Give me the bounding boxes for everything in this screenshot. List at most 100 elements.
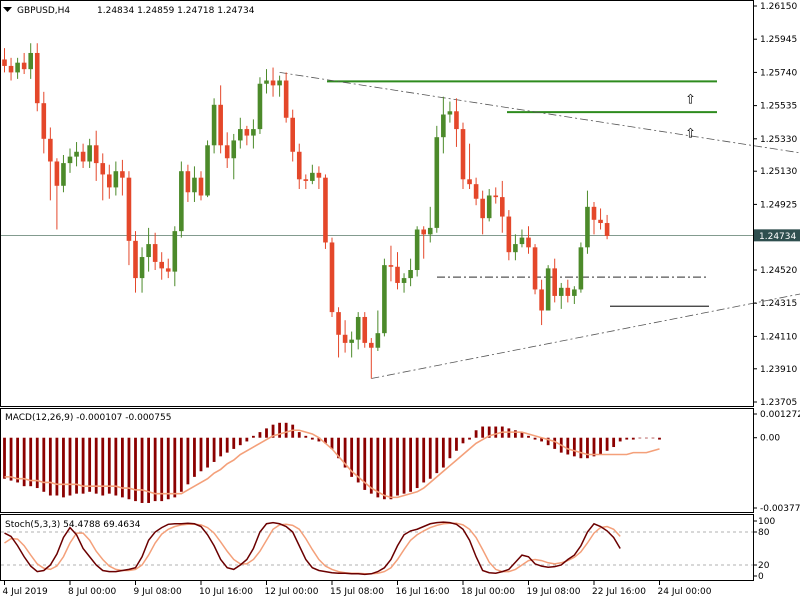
macd-histogram-bar xyxy=(599,437,602,455)
macd-histogram-bar xyxy=(481,426,485,438)
macd-histogram-bar xyxy=(284,422,288,438)
macd-histogram-bar xyxy=(278,422,281,438)
macd-histogram-bar xyxy=(291,424,295,438)
stoch-plot xyxy=(1,521,753,576)
macd-histogram-bar xyxy=(579,437,583,459)
macd-histogram-bar xyxy=(369,437,373,494)
candle-body xyxy=(486,195,492,219)
candle-body xyxy=(61,163,66,186)
candle-body xyxy=(388,265,394,267)
candle-body xyxy=(519,237,525,245)
stoch-tick-label: 100 xyxy=(758,517,775,527)
candle-body xyxy=(310,172,315,181)
macd-histogram-bar xyxy=(651,437,655,439)
macd-histogram-bar xyxy=(75,437,78,494)
macd-histogram-bar xyxy=(166,437,170,500)
macd-histogram-bar xyxy=(402,437,406,494)
macd-histogram-bar xyxy=(127,437,131,500)
price-tick-label: 1.24315 xyxy=(760,299,797,309)
macd-tick-label: 0.001272 xyxy=(760,410,800,420)
macd-histogram-bar xyxy=(252,435,255,438)
candle-body xyxy=(467,179,472,185)
candle-body xyxy=(139,257,145,279)
price-tick-label: 1.25945 xyxy=(760,35,797,45)
macd-histogram-bar xyxy=(553,437,557,449)
candle-body xyxy=(80,151,86,162)
macd-histogram-bar xyxy=(55,437,59,496)
candle-body xyxy=(427,227,433,235)
candle-body xyxy=(349,339,354,343)
candle-body xyxy=(15,62,20,73)
candle-body xyxy=(493,195,499,198)
header-dropdown-icon[interactable] xyxy=(3,7,12,12)
price-axis: 1.26150 1.25945 1.25740 1.25535 1.25330 1.251… xyxy=(753,2,800,582)
price-tick-label: 1.23705 xyxy=(760,398,797,408)
stoch-tick-label: 0 xyxy=(758,572,764,582)
macd-histogram-bar xyxy=(160,437,164,502)
macd-histogram-bar xyxy=(297,432,301,438)
candle-body xyxy=(513,244,518,253)
macd-histogram-bar xyxy=(343,437,347,468)
time-tick-label: 10 Jul 16:00 xyxy=(199,587,253,597)
macd-histogram-bar xyxy=(324,437,327,444)
candle-body xyxy=(290,117,295,152)
macd-histogram-bar xyxy=(101,437,105,496)
macd-histogram-bar xyxy=(121,437,124,498)
macd-histogram-bar xyxy=(114,437,118,496)
candle-body xyxy=(231,140,237,159)
macd-histogram-bar xyxy=(265,428,268,438)
macd-histogram-bar xyxy=(618,437,622,442)
macd-histogram-bar xyxy=(592,437,596,457)
candle-body xyxy=(329,242,335,313)
price-tick-label: 1.25740 xyxy=(760,68,797,78)
candle-body xyxy=(283,80,289,118)
candle-body xyxy=(198,177,204,196)
macd-histogram-bar xyxy=(107,437,111,494)
macd-histogram-bar xyxy=(199,437,203,472)
candle-body xyxy=(526,237,531,248)
candle-body xyxy=(224,145,230,159)
macd-histogram-bar xyxy=(448,437,452,459)
stoch-main-line xyxy=(4,521,621,576)
macd-histogram-bar xyxy=(455,437,458,451)
candle-body xyxy=(342,334,348,343)
macd-histogram-bar xyxy=(225,437,229,453)
candle-body xyxy=(414,229,420,270)
macd-histogram-bar xyxy=(173,437,177,498)
chart-symbol-header: GBPUSD,H4 xyxy=(17,6,70,16)
macd-histogram-bar xyxy=(494,426,498,438)
macd-histogram-bar xyxy=(356,437,360,483)
macd-histogram-bar xyxy=(638,437,642,439)
up-arrow-icon: ⇧ xyxy=(685,92,696,107)
candle-body xyxy=(126,177,132,241)
macd-histogram-bar xyxy=(527,435,530,438)
stoch-tick-label: 20 xyxy=(758,561,770,571)
macd-histogram-bar xyxy=(631,437,635,440)
candle-body xyxy=(172,231,178,272)
macd-histogram-bar xyxy=(514,430,517,438)
macd-histogram-bar xyxy=(212,437,216,462)
macd-histogram-bar xyxy=(474,430,478,438)
candle-body xyxy=(192,177,197,193)
candle-body xyxy=(460,129,466,180)
macd-tick-label: 0.00 xyxy=(760,434,780,444)
time-tick-label: 24 Jul 00:00 xyxy=(658,587,712,597)
macd-plot xyxy=(3,422,661,503)
stoch-signal-line xyxy=(4,522,621,575)
candle-body xyxy=(408,270,413,279)
price-tick-label: 1.24110 xyxy=(760,332,797,342)
macd-histogram-bar xyxy=(586,437,589,459)
macd-histogram-bar xyxy=(42,437,46,492)
macd-histogram-bar xyxy=(245,437,249,442)
time-tick-label: 15 Jul 08:00 xyxy=(330,587,384,597)
macd-histogram-bar xyxy=(81,437,85,494)
macd-tick-label: -0.00377 xyxy=(760,504,800,514)
current-price-badge xyxy=(754,229,800,242)
candle-body xyxy=(238,129,243,141)
time-tick-label: 18 Jul 00:00 xyxy=(461,587,515,597)
macd-histogram-bar xyxy=(468,437,471,440)
macd-histogram-bar xyxy=(428,437,432,479)
macd-histogram-bar xyxy=(540,437,543,442)
candle-body xyxy=(264,80,269,84)
macd-histogram-bar xyxy=(520,432,524,438)
